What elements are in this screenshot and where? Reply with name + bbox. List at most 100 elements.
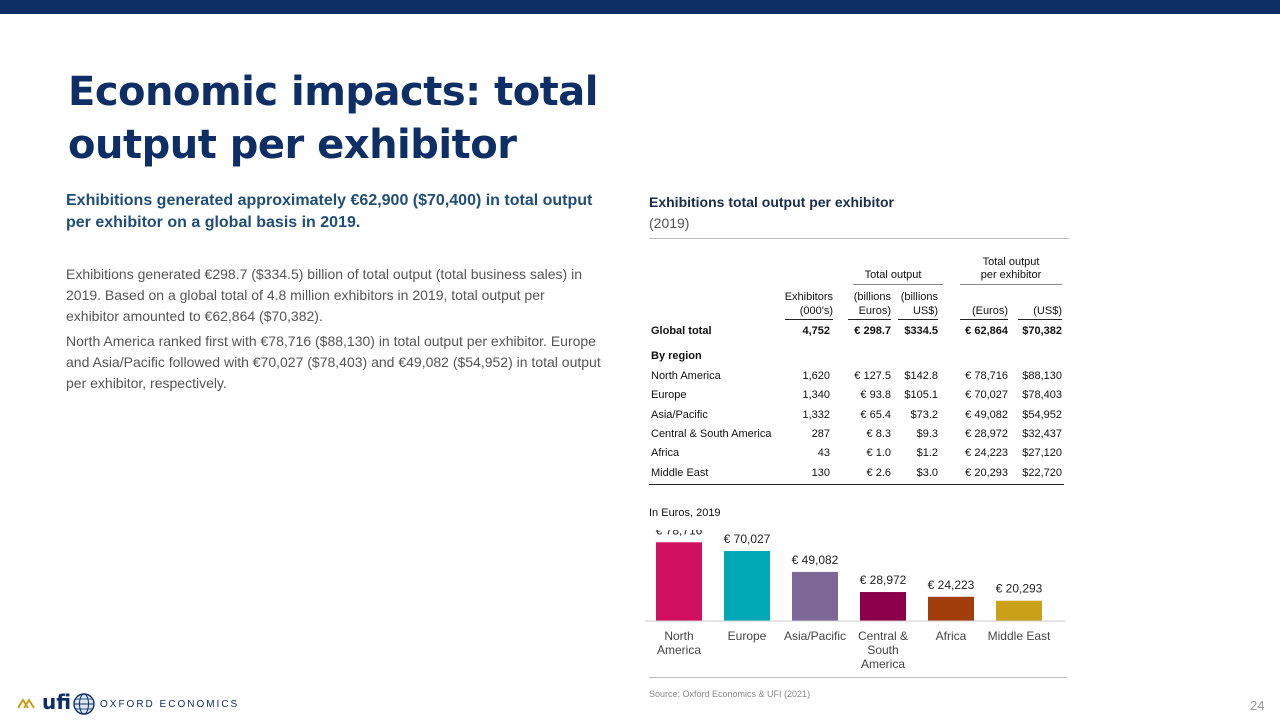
header-total-output: Total output — [864, 269, 922, 281]
chart-bottom-rule — [649, 677, 1067, 678]
header-underline-eur — [848, 319, 891, 320]
header-underline-total-output — [853, 284, 943, 285]
source-note: Source: Oxford Economics & UFI (2021) — [649, 689, 811, 699]
col-usd-1: (billions — [900, 291, 938, 303]
col-exhibitors-1: Exhibitors — [784, 291, 833, 303]
table-bottom-rule — [649, 484, 1064, 485]
cell-exhibitors: 1,340 — [802, 389, 830, 401]
cell-label: Africa — [651, 447, 680, 459]
cell-pe-usd: $22,720 — [1022, 467, 1062, 479]
bar-value-label: € 78,716 — [656, 530, 703, 537]
oxford-economics-logo: OXFORD ECONOMICS — [72, 692, 239, 716]
cell-pe-usd: $32,437 — [1022, 428, 1062, 440]
col-usd-2: US$) — [912, 305, 938, 317]
cell-exhibitors: 43 — [817, 447, 830, 459]
cell-exhibitors: 1,332 — [802, 409, 830, 421]
header-per-exhibitor-2: per exhibitor — [980, 269, 1042, 281]
page-number: 24 — [1250, 698, 1265, 713]
cell-pe-eur: € 24,223 — [965, 447, 1008, 459]
cell-pe-eur: € 70,027 — [965, 389, 1008, 401]
chart-caption: In Euros, 2019 — [649, 507, 721, 519]
header-underline-pe-usd — [1018, 319, 1062, 320]
cell-eur: € 93.8 — [860, 389, 891, 401]
table-title: Exhibitions total output per exhibitor — [649, 194, 894, 210]
cell-usd: $3.0 — [916, 467, 938, 479]
cell-label: Asia/Pacific — [651, 409, 708, 421]
cell-eur: € 1.0 — [866, 447, 891, 459]
header-underline-exhibitors — [785, 319, 833, 320]
oxford-economics-logo-text: OXFORD ECONOMICS — [100, 698, 240, 710]
cell-eur: € 2.6 — [866, 467, 891, 479]
cell-label: Central & South America — [651, 428, 772, 440]
cell-pe-eur: € 28,972 — [965, 428, 1008, 440]
top-bar — [0, 0, 1280, 14]
cell-eur: € 127.5 — [854, 370, 891, 382]
bar — [656, 542, 702, 621]
cell-usd: $1.2 — [916, 447, 938, 459]
header-underline-pe-eur — [960, 319, 1008, 320]
category-label: Asia/Pacific — [784, 629, 846, 643]
cell-pe-usd: $70,382 — [1022, 325, 1062, 337]
col-eur-1: (billions — [853, 291, 891, 303]
table-top-rule — [649, 238, 1069, 239]
cell-pe-eur: € 62,864 — [965, 325, 1008, 337]
cell-exhibitors: 130 — [811, 467, 830, 479]
col-exhibitors-2: (000's) — [799, 305, 833, 317]
cell-exhibitors: 4,752 — [802, 325, 830, 337]
cell-exhibitors: 287 — [811, 428, 830, 440]
cell-usd: $73.2 — [910, 409, 938, 421]
ufi-logo: ufi — [18, 690, 71, 714]
globe-icon — [73, 693, 95, 715]
cell-eur: € 8.3 — [866, 428, 891, 440]
bar-value-label: € 70,027 — [724, 532, 771, 546]
cell-eur: € 298.7 — [854, 325, 891, 337]
bar — [724, 550, 770, 621]
cell-label: Global total — [651, 325, 712, 337]
cell-pe-usd: $54,952 — [1022, 409, 1062, 421]
bar — [860, 592, 906, 621]
cell-usd: $142.8 — [904, 370, 938, 382]
cell-label: Europe — [651, 389, 687, 401]
category-label: North — [664, 629, 693, 643]
cell-label: Middle East — [651, 467, 709, 479]
col-pe-eur: (Euros) — [971, 305, 1008, 317]
header-underline-per-exhibitor — [960, 284, 1062, 285]
cell-usd: $334.5 — [904, 325, 938, 337]
cell-pe-usd: $27,120 — [1022, 447, 1062, 459]
header-per-exhibitor-1: Total output — [982, 256, 1040, 268]
category-label: Europe — [728, 629, 767, 643]
bar — [928, 596, 974, 621]
col-pe-usd: (US$) — [1033, 305, 1062, 317]
cell-pe-eur: € 78,716 — [965, 370, 1008, 382]
bar-value-label: € 20,293 — [996, 582, 1043, 596]
bar — [996, 600, 1042, 621]
cell-pe-eur: € 49,082 — [965, 409, 1008, 421]
table-subtitle: (2019) — [649, 215, 690, 231]
cell-usd: $9.3 — [916, 428, 938, 440]
bar — [792, 571, 838, 621]
bar-value-label: € 24,223 — [928, 578, 975, 592]
bar-value-label: € 28,972 — [860, 573, 907, 587]
lead-text: Exhibitions generated approximately €62,… — [66, 192, 593, 231]
section-label-by-region: By region — [651, 350, 702, 362]
body-paragraph-1: Exhibitions generated €298.7 ($334.5) bi… — [66, 266, 582, 324]
cell-pe-usd: $78,403 — [1022, 389, 1062, 401]
category-label: America — [861, 657, 905, 671]
cell-pe-eur: € 20,293 — [965, 467, 1008, 479]
page-title: Economic impacts: total output per exhib… — [68, 69, 599, 168]
cell-pe-usd: $88,130 — [1022, 370, 1062, 382]
bar-value-label: € 49,082 — [792, 553, 839, 567]
category-label: South — [867, 643, 898, 657]
ufi-logo-text: ufi — [42, 690, 72, 714]
cell-exhibitors: 1,620 — [802, 370, 830, 382]
category-label: Middle East — [988, 629, 1051, 643]
body-paragraph-2: North America ranked first with €78,716 … — [66, 333, 601, 391]
cell-eur: € 65.4 — [860, 409, 891, 421]
col-eur-2: Euros) — [858, 305, 891, 317]
category-label: Africa — [936, 629, 967, 643]
ufi-arrows-icon — [18, 698, 35, 709]
header-underline-usd — [898, 319, 938, 320]
category-label: America — [657, 643, 701, 657]
cell-label: North America — [651, 370, 721, 382]
cell-usd: $105.1 — [904, 389, 938, 401]
